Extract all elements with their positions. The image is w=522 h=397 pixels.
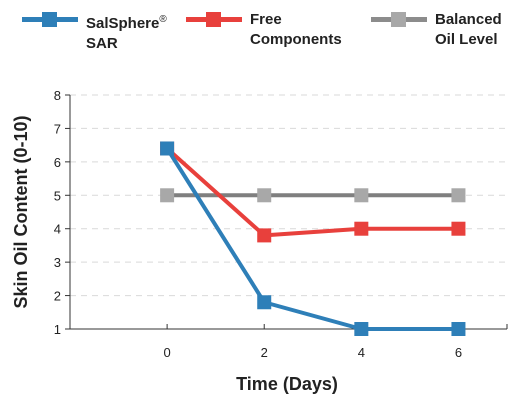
y-tick-label-1: 1	[54, 322, 61, 337]
x-tick-label-4: 4	[358, 345, 365, 360]
data-point-balanced-0	[160, 188, 175, 203]
series-lines	[160, 141, 466, 336]
legend-label-salsphere: SalSphere® SAR	[86, 14, 167, 52]
y-tick-label-4: 4	[54, 222, 61, 237]
data-point-balanced-4	[354, 188, 369, 203]
legend-label-free-components: Free Components	[250, 11, 342, 48]
x-tick-label-0: 0	[163, 345, 170, 360]
x-axis-title: Time (Days)	[236, 374, 338, 394]
y-tick-label-2: 2	[54, 289, 61, 304]
y-tick-label-5: 5	[54, 188, 61, 203]
data-point-free-4	[354, 221, 369, 236]
tick-labels: 1 2 3 4 5 6 7 8 0 2 4 6	[54, 88, 462, 360]
data-point-free-2	[257, 228, 272, 243]
x-tick-label-6: 6	[455, 345, 462, 360]
data-point-free-6	[451, 221, 466, 236]
data-point-salsphere-0	[160, 141, 175, 156]
y-tick-label-7: 7	[54, 121, 61, 136]
y-axis-title: Skin Oil Content (0-10)	[11, 115, 31, 308]
legend-marker-free-components	[206, 12, 221, 27]
series-line-salsphere	[165, 147, 459, 331]
data-point-salsphere-2	[257, 295, 272, 310]
axes	[65, 94, 508, 330]
series-line-free	[165, 146, 459, 238]
data-point-salsphere-4	[354, 322, 369, 336]
data-point-balanced-2	[257, 188, 272, 203]
data-point-salsphere-6	[451, 322, 466, 336]
y-tick-label-3: 3	[54, 255, 61, 270]
legend-marker-balanced-oil	[391, 12, 406, 27]
legend-label-balanced-oil: Balanced Oil Level	[435, 11, 502, 48]
y-tick-label-8: 8	[54, 88, 61, 103]
y-tick-label-6: 6	[54, 155, 61, 170]
data-point-balanced-6	[451, 188, 466, 203]
x-tick-label-2: 2	[261, 345, 268, 360]
legend-marker-salsphere	[42, 12, 57, 27]
